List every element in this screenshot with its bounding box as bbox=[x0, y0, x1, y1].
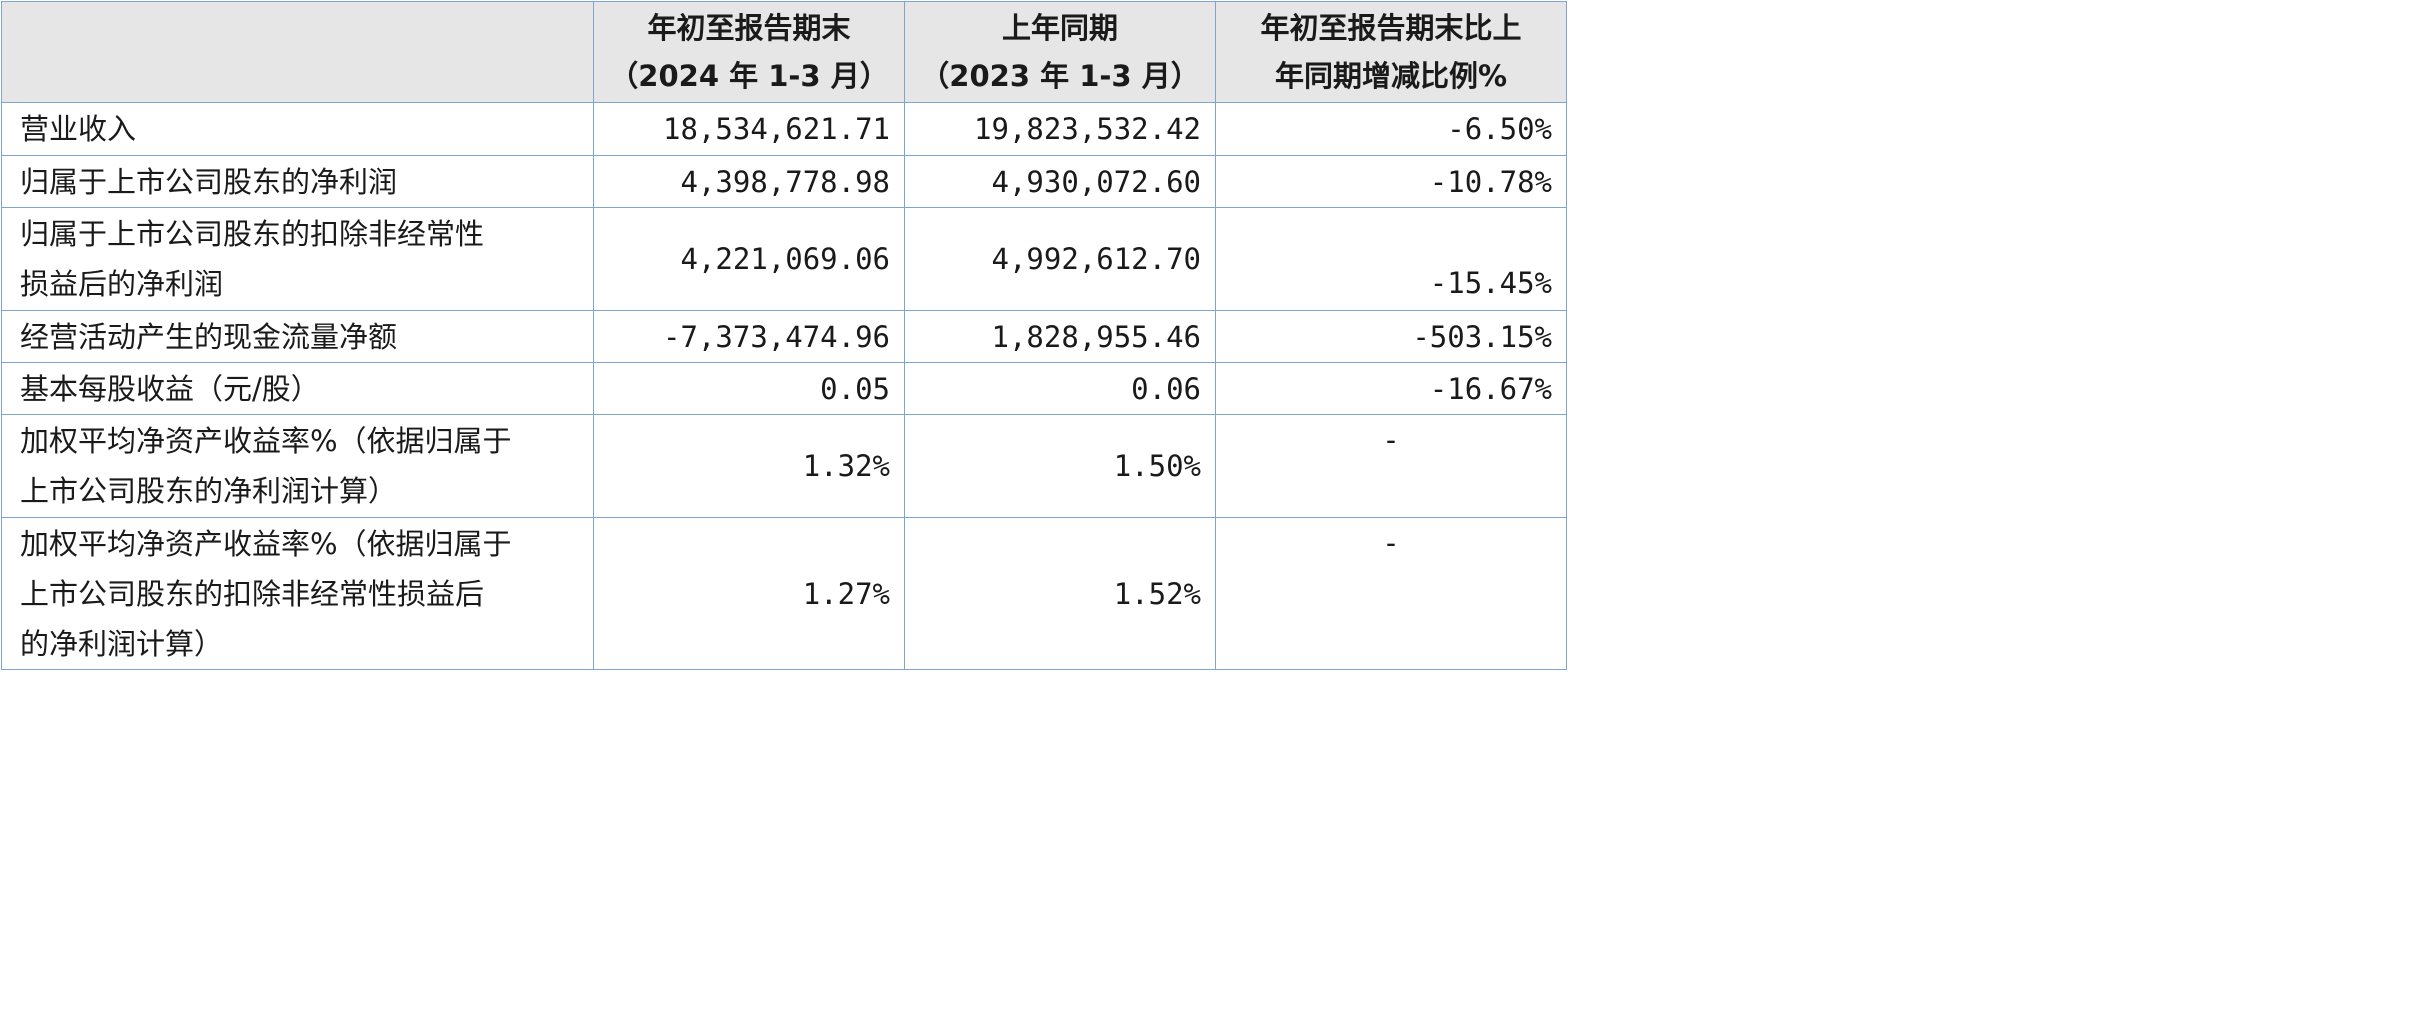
current-value: 18,534,621.71 bbox=[593, 102, 905, 156]
table-row: 加权平均净资产收益率%（依据归属于 上市公司股东的净利润计算） 1.32% 1.… bbox=[1, 414, 1567, 518]
row-label: 归属于上市公司股东的净利润 bbox=[1, 155, 594, 208]
change-value: -16.67% bbox=[1215, 362, 1567, 415]
prior-value: 4,992,612.70 bbox=[904, 207, 1216, 311]
prior-value: 1,828,955.46 bbox=[904, 310, 1216, 363]
prior-value: 19,823,532.42 bbox=[904, 102, 1216, 156]
header-current-period: 年初至报告期末 （2024 年 1-3 月） bbox=[593, 1, 905, 103]
header-prior-line1: 上年同期 bbox=[1001, 11, 1118, 45]
current-value: 4,398,778.98 bbox=[593, 155, 905, 208]
row-label-line: 归属于上市公司股东的净利润 bbox=[20, 164, 398, 199]
header-prior-line2: （2023 年 1-3 月） bbox=[920, 59, 1200, 93]
header-change-line1: 年初至报告期末比上 bbox=[1260, 11, 1522, 45]
prior-value: 0.06 bbox=[904, 362, 1216, 415]
header-item-cell bbox=[1, 1, 594, 103]
table-row: 加权平均净资产收益率%（依据归属于 上市公司股东的扣除非经常性损益后 的净利润计… bbox=[1, 517, 1567, 670]
row-label-line: 上市公司股东的净利润计算） bbox=[20, 474, 398, 508]
row-label: 加权平均净资产收益率%（依据归属于 上市公司股东的净利润计算） bbox=[1, 414, 594, 518]
row-label-line: 损益后的净利润 bbox=[20, 267, 224, 301]
row-label: 加权平均净资产收益率%（依据归属于 上市公司股东的扣除非经常性损益后 的净利润计… bbox=[1, 517, 594, 670]
financial-data-table: 年初至报告期末 （2024 年 1-3 月） 上年同期 （2023 年 1-3 … bbox=[1, 1, 1567, 670]
row-label: 归属于上市公司股东的扣除非经常性 损益后的净利润 bbox=[1, 207, 594, 311]
row-label-line: 加权平均净资产收益率%（依据归属于 bbox=[20, 526, 512, 561]
prior-value: 1.52% bbox=[904, 517, 1216, 670]
change-value: -503.15% bbox=[1215, 310, 1567, 363]
table-row: 归属于上市公司股东的扣除非经常性 损益后的净利润 4,221,069.06 4,… bbox=[1, 207, 1567, 311]
row-label-line: 基本每股收益（元/股） bbox=[20, 371, 320, 406]
change-value: - bbox=[1215, 517, 1567, 670]
change-value: -10.78% bbox=[1215, 155, 1567, 208]
header-current-line2: （2024 年 1-3 月） bbox=[609, 59, 889, 93]
row-label-line: 加权平均净资产收益率%（依据归属于 bbox=[20, 424, 512, 458]
header-change-line2: 年同期增减比例% bbox=[1274, 59, 1508, 93]
row-label-line: 归属于上市公司股东的扣除非经常性 bbox=[20, 217, 485, 251]
table-header-row: 年初至报告期末 （2024 年 1-3 月） 上年同期 （2023 年 1-3 … bbox=[1, 1, 1567, 103]
row-label: 基本每股收益（元/股） bbox=[1, 362, 594, 415]
header-change-ratio: 年初至报告期末比上 年同期增减比例% bbox=[1215, 1, 1567, 103]
header-prior-period: 上年同期 （2023 年 1-3 月） bbox=[904, 1, 1216, 103]
row-label: 营业收入 bbox=[1, 102, 594, 156]
row-label-line: 经营活动产生的现金流量净额 bbox=[20, 319, 398, 354]
row-label-line: 上市公司股东的扣除非经常性损益后 bbox=[20, 576, 485, 611]
change-value: -15.45% bbox=[1215, 207, 1567, 311]
table-row: 营业收入 18,534,621.71 19,823,532.42 -6.50% bbox=[1, 102, 1567, 156]
prior-value: 4,930,072.60 bbox=[904, 155, 1216, 208]
row-label-line: 的净利润计算） bbox=[20, 626, 224, 661]
current-value: 0.05 bbox=[593, 362, 905, 415]
table-row: 基本每股收益（元/股） 0.05 0.06 -16.67% bbox=[1, 362, 1567, 415]
header-current-line1: 年初至报告期末 bbox=[647, 11, 851, 45]
current-value: 1.27% bbox=[593, 517, 905, 670]
current-value: -7,373,474.96 bbox=[593, 310, 905, 363]
current-value: 1.32% bbox=[593, 414, 905, 518]
row-label: 经营活动产生的现金流量净额 bbox=[1, 310, 594, 363]
current-value: 4,221,069.06 bbox=[593, 207, 905, 311]
prior-value: 1.50% bbox=[904, 414, 1216, 518]
change-value: - bbox=[1215, 414, 1567, 518]
row-label-line: 营业收入 bbox=[20, 112, 137, 146]
table-row: 归属于上市公司股东的净利润 4,398,778.98 4,930,072.60 … bbox=[1, 155, 1567, 208]
change-value: -6.50% bbox=[1215, 102, 1567, 156]
table-row: 经营活动产生的现金流量净额 -7,373,474.96 1,828,955.46… bbox=[1, 310, 1567, 363]
